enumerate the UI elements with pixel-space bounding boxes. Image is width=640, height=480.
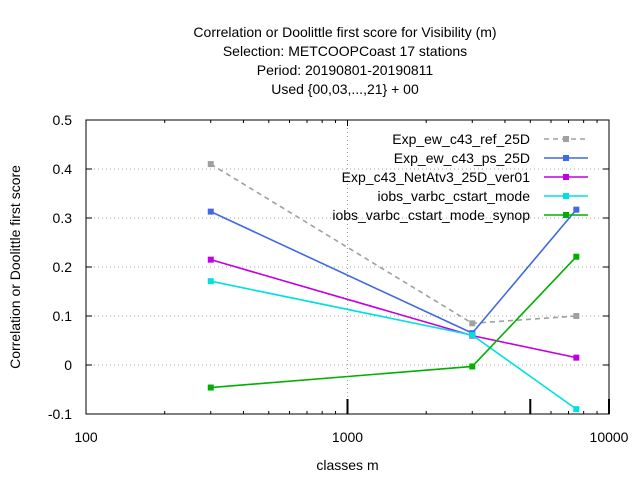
series-line — [210, 280, 577, 410]
data-point — [573, 354, 580, 361]
legend-label: Exp_c43_NetAtv3_25D_ver01 — [342, 169, 531, 185]
y-tick-label: 0.2 — [53, 259, 73, 275]
y-tick-label: 0.1 — [53, 308, 73, 324]
x-tick-label: 1000 — [332, 429, 363, 445]
data-point — [469, 363, 476, 370]
chart-title: Correlation or Doolittle first score for… — [193, 24, 496, 97]
x-tick-label: 10000 — [590, 429, 629, 445]
data-point — [207, 208, 214, 215]
y-tick-label: 0.4 — [53, 161, 73, 177]
data-point — [469, 332, 476, 339]
legend-swatch-marker — [563, 193, 569, 199]
legend-swatch-marker — [563, 212, 569, 218]
x-tick-label: 100 — [74, 429, 98, 445]
legend: Exp_ew_c43_ref_25D Exp_ew_c43_ps_25D Exp_c… — [332, 131, 588, 223]
data-point — [469, 320, 476, 327]
y-axis-label: Correlation or Doolittle first score — [7, 165, 23, 369]
data-point — [207, 161, 214, 168]
legend-label: iobs_varbc_cstart_mode — [377, 188, 530, 204]
data-point — [573, 406, 580, 413]
legend-swatch-marker — [563, 174, 569, 180]
x-axis-label: classes m — [316, 457, 378, 473]
data-point — [573, 253, 580, 260]
grid — [85, 119, 610, 415]
x-axis-markers — [346, 399, 610, 414]
data-point — [573, 313, 580, 319]
title-line: Correlation or Doolittle first score for… — [193, 24, 496, 40]
legend-label: Exp_ew_c43_ref_25D — [392, 131, 530, 147]
title-line: Period: 20190801-20190811 — [257, 62, 434, 78]
y-tick-label: 0.3 — [53, 210, 73, 226]
title-line: Used {00,03,...,21} + 00 — [271, 81, 419, 97]
data-point — [207, 278, 214, 285]
series — [207, 161, 580, 413]
y-tick-label: 0.5 — [53, 112, 73, 128]
legend-swatch-marker — [563, 136, 569, 142]
legend-label: Exp_ew_c43_ps_25D — [394, 150, 530, 166]
y-tick-label: 0 — [64, 357, 72, 373]
y-tick-label: -0.1 — [48, 406, 72, 422]
data-point — [207, 256, 214, 263]
data-point — [207, 384, 214, 391]
x-axis: 100 1000 10000 — [74, 120, 629, 445]
legend-swatch-marker — [563, 155, 569, 161]
legend-label: iobs_varbc_cstart_mode_synop — [332, 207, 530, 223]
y-axis: -0.1 0 0.1 0.2 0.3 0.4 0.5 — [48, 112, 609, 422]
title-line: Selection: METCOOPCoast 17 stations — [223, 43, 467, 59]
data-point — [573, 206, 580, 213]
